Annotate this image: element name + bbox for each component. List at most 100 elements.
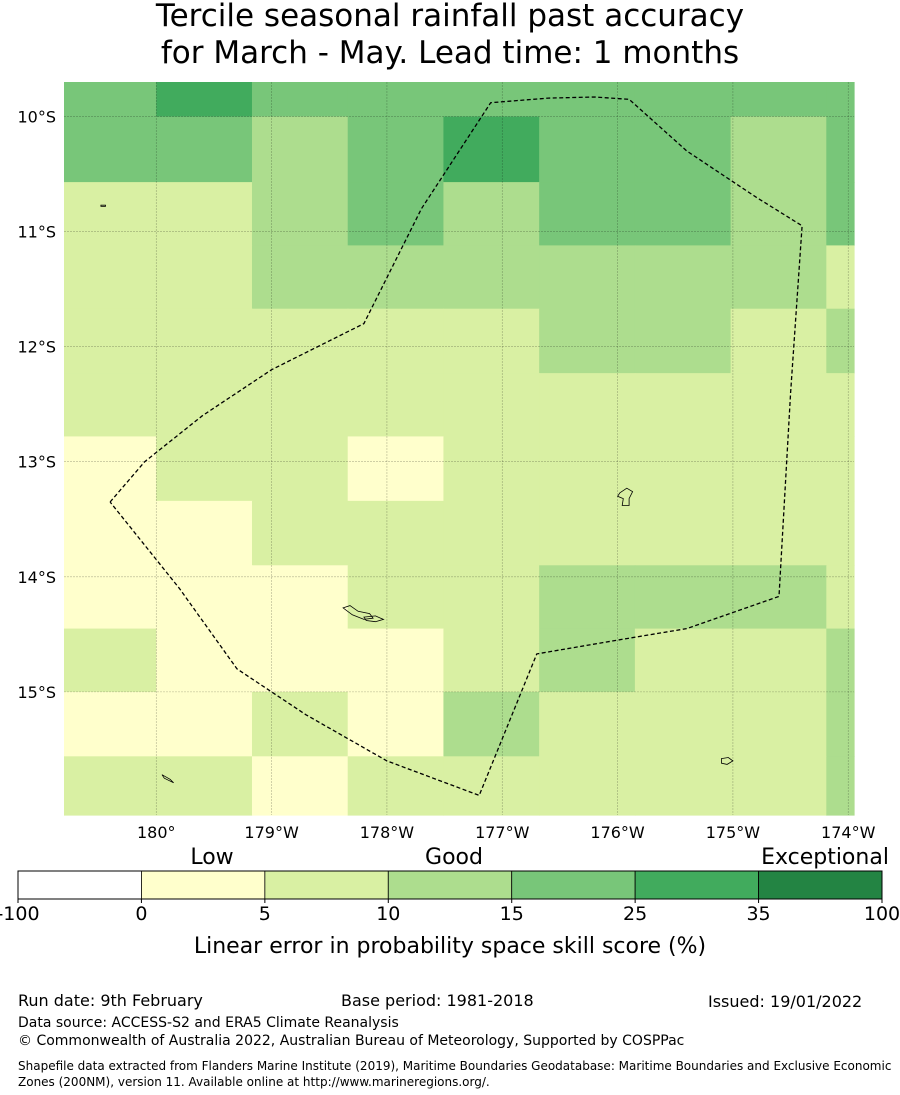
heatmap-cell-r8-c4 <box>443 565 540 630</box>
island-outline-1 <box>342 605 374 620</box>
heatmap-cell-r8-c5 <box>539 565 636 630</box>
heatmap-cell-r1-c4 <box>443 116 540 183</box>
heatmap-cell-r9-c0 <box>64 628 157 693</box>
colorbar-boundary-label-2: 5 <box>259 903 271 925</box>
x-axis-ticks: 180° 179°W 178°W 177°W 176°W 175°W 174°W <box>137 823 876 842</box>
heatmap-cell-r0-c7 <box>730 82 827 118</box>
colorbar-boundary-label-0: -100 <box>0 903 40 925</box>
heatmap-cell-r4-c7 <box>730 308 827 374</box>
heatmap-cell-r7-c5 <box>539 500 636 566</box>
heatmap-cell-r9-c8 <box>826 628 855 693</box>
island-outline-2 <box>363 615 385 623</box>
y-axis-ticks: 10°S 11°S 12°S 13°S 14°S 15°S <box>17 108 56 702</box>
island-outline-4 <box>161 774 174 784</box>
x-tick-label-1: 179°W <box>244 823 299 842</box>
heatmap-cell-r3-c5 <box>539 245 636 310</box>
heatmap-cell-r0-c2 <box>251 82 349 118</box>
heatmap-cell-r11-c5 <box>539 756 636 816</box>
heatmap-cell-r2-c0 <box>64 182 157 247</box>
heatmap-cell-r5-c5 <box>539 373 636 438</box>
heatmap-cell-r1-c2 <box>251 116 349 183</box>
heatmap-cell-r7-c6 <box>634 500 732 566</box>
heatmap-cell-r2-c5 <box>539 182 636 247</box>
colorbar-segment-6 <box>758 870 883 900</box>
heatmap-cell-r1-c1 <box>156 116 253 183</box>
map-gridlines <box>64 82 854 815</box>
heatmap-cell-r10-c1 <box>156 691 253 757</box>
heatmap-cell-r3-c7 <box>730 245 827 310</box>
heatmap-cell-r8-c0 <box>64 565 157 630</box>
island-outline-3 <box>721 757 734 765</box>
colorbar-segment-5 <box>634 870 759 900</box>
heatmap-cell-r8-c6 <box>634 565 732 630</box>
x-tick-label-2: 178°W <box>360 823 415 842</box>
heatmap-cell-r2-c3 <box>347 182 445 247</box>
eez-boundary <box>109 96 803 797</box>
heatmap-cell-r2-c4 <box>443 182 540 247</box>
heatmap-cell-r3-c4 <box>443 245 540 310</box>
y-tick-label-2: 12°S <box>17 338 56 357</box>
heatmap-cell-r9-c6 <box>634 628 732 693</box>
heatmap-cell-r8-c3 <box>347 565 445 630</box>
heatmap-cell-r10-c0 <box>64 691 157 757</box>
chart-title-line2: for March - May. Lead time: 1 months <box>160 35 740 71</box>
heatmap-cell-r5-c8 <box>826 373 855 438</box>
heatmap-cell-r9-c7 <box>730 628 827 693</box>
colorbar-boundary-label-7: 100 <box>864 903 900 925</box>
heatmap-cell-r10-c7 <box>730 691 827 757</box>
heatmap-cell-r11-c0 <box>64 756 157 816</box>
y-tick-label-3: 13°S <box>17 453 56 472</box>
chart-title-line1: Tercile seasonal rainfall past accuracy <box>155 0 745 34</box>
y-tick-label-0: 10°S <box>17 108 56 127</box>
colorbar-boundary-label-1: 0 <box>135 903 147 925</box>
heatmap-cell-r0-c3 <box>347 82 445 118</box>
heatmap-cell-r6-c7 <box>730 436 827 502</box>
heatmap-cell-r11-c3 <box>347 756 445 816</box>
x-tick-label-3: 177°W <box>475 823 530 842</box>
heatmap-cell-r1-c7 <box>730 116 827 183</box>
heatmap-cell-r0-c0 <box>64 82 157 118</box>
heatmap-cell-r8-c2 <box>251 565 349 630</box>
y-tick-label-1: 11°S <box>17 223 56 242</box>
issued-date: Issued: 19/01/2022 <box>708 992 863 1011</box>
heatmap-cell-r7-c3 <box>347 500 445 566</box>
heatmap-cell-r4-c3 <box>347 308 445 374</box>
colorbar-segment-0 <box>17 870 142 900</box>
x-tick-label-4: 176°W <box>590 823 645 842</box>
heatmap-cell-r1-c0 <box>64 116 157 183</box>
heatmap-cell-r10-c8 <box>826 691 855 757</box>
heatmap-cell-r8-c8 <box>826 565 855 630</box>
heatmap-cell-r4-c8 <box>826 308 855 374</box>
heatmap-cell-r2-c6 <box>634 182 732 247</box>
heatmap-cell-r6-c3 <box>347 436 445 502</box>
heatmap-cell-r0-c4 <box>443 82 540 118</box>
heatmap-cell-r9-c4 <box>443 628 540 693</box>
x-tick-label-6: 174°W <box>821 823 876 842</box>
colorbar-segment-3 <box>387 870 513 900</box>
heatmap-cell-r0-c1 <box>156 82 253 118</box>
heatmap-cell-r7-c4 <box>443 500 540 566</box>
island-outline-0 <box>616 487 634 506</box>
colorbar-legend: -100 0 5 10 15 25 35 100 Low Good Exceptional Linea… <box>0 845 900 959</box>
heatmap-cell-r11-c7 <box>730 756 827 816</box>
colorbar-frame <box>17 870 883 900</box>
colorbar-boundary-label-3: 10 <box>376 903 400 925</box>
heatmap-cell-r10-c6 <box>634 691 732 757</box>
heatmap-cell-r9-c3 <box>347 628 445 693</box>
map-overlays <box>100 96 803 797</box>
heatmap-cell-r4-c5 <box>539 308 636 374</box>
heatmap-cell-r9-c1 <box>156 628 253 693</box>
heatmap-cell-r8-c7 <box>730 565 827 630</box>
heatmap-cell-r10-c4 <box>443 691 540 757</box>
heatmap-cell-r11-c6 <box>634 756 732 816</box>
heatmap-cell-r9-c5 <box>539 628 636 693</box>
heatmap-cell-r11-c8 <box>826 756 855 816</box>
heatmap-cell-r0-c5 <box>539 82 636 118</box>
heatmap-cell-r0-c6 <box>634 82 732 118</box>
data-source: Data source: ACCESS-S2 and ERA5 Climate … <box>18 1015 399 1031</box>
heatmap-cell-r5-c1 <box>156 373 253 438</box>
heatmap-cell-r5-c4 <box>443 373 540 438</box>
heatmap-cell-r6-c8 <box>826 436 855 502</box>
heatmap-cell-r2-c7 <box>730 182 827 247</box>
colorbar-segment-2 <box>264 870 389 900</box>
